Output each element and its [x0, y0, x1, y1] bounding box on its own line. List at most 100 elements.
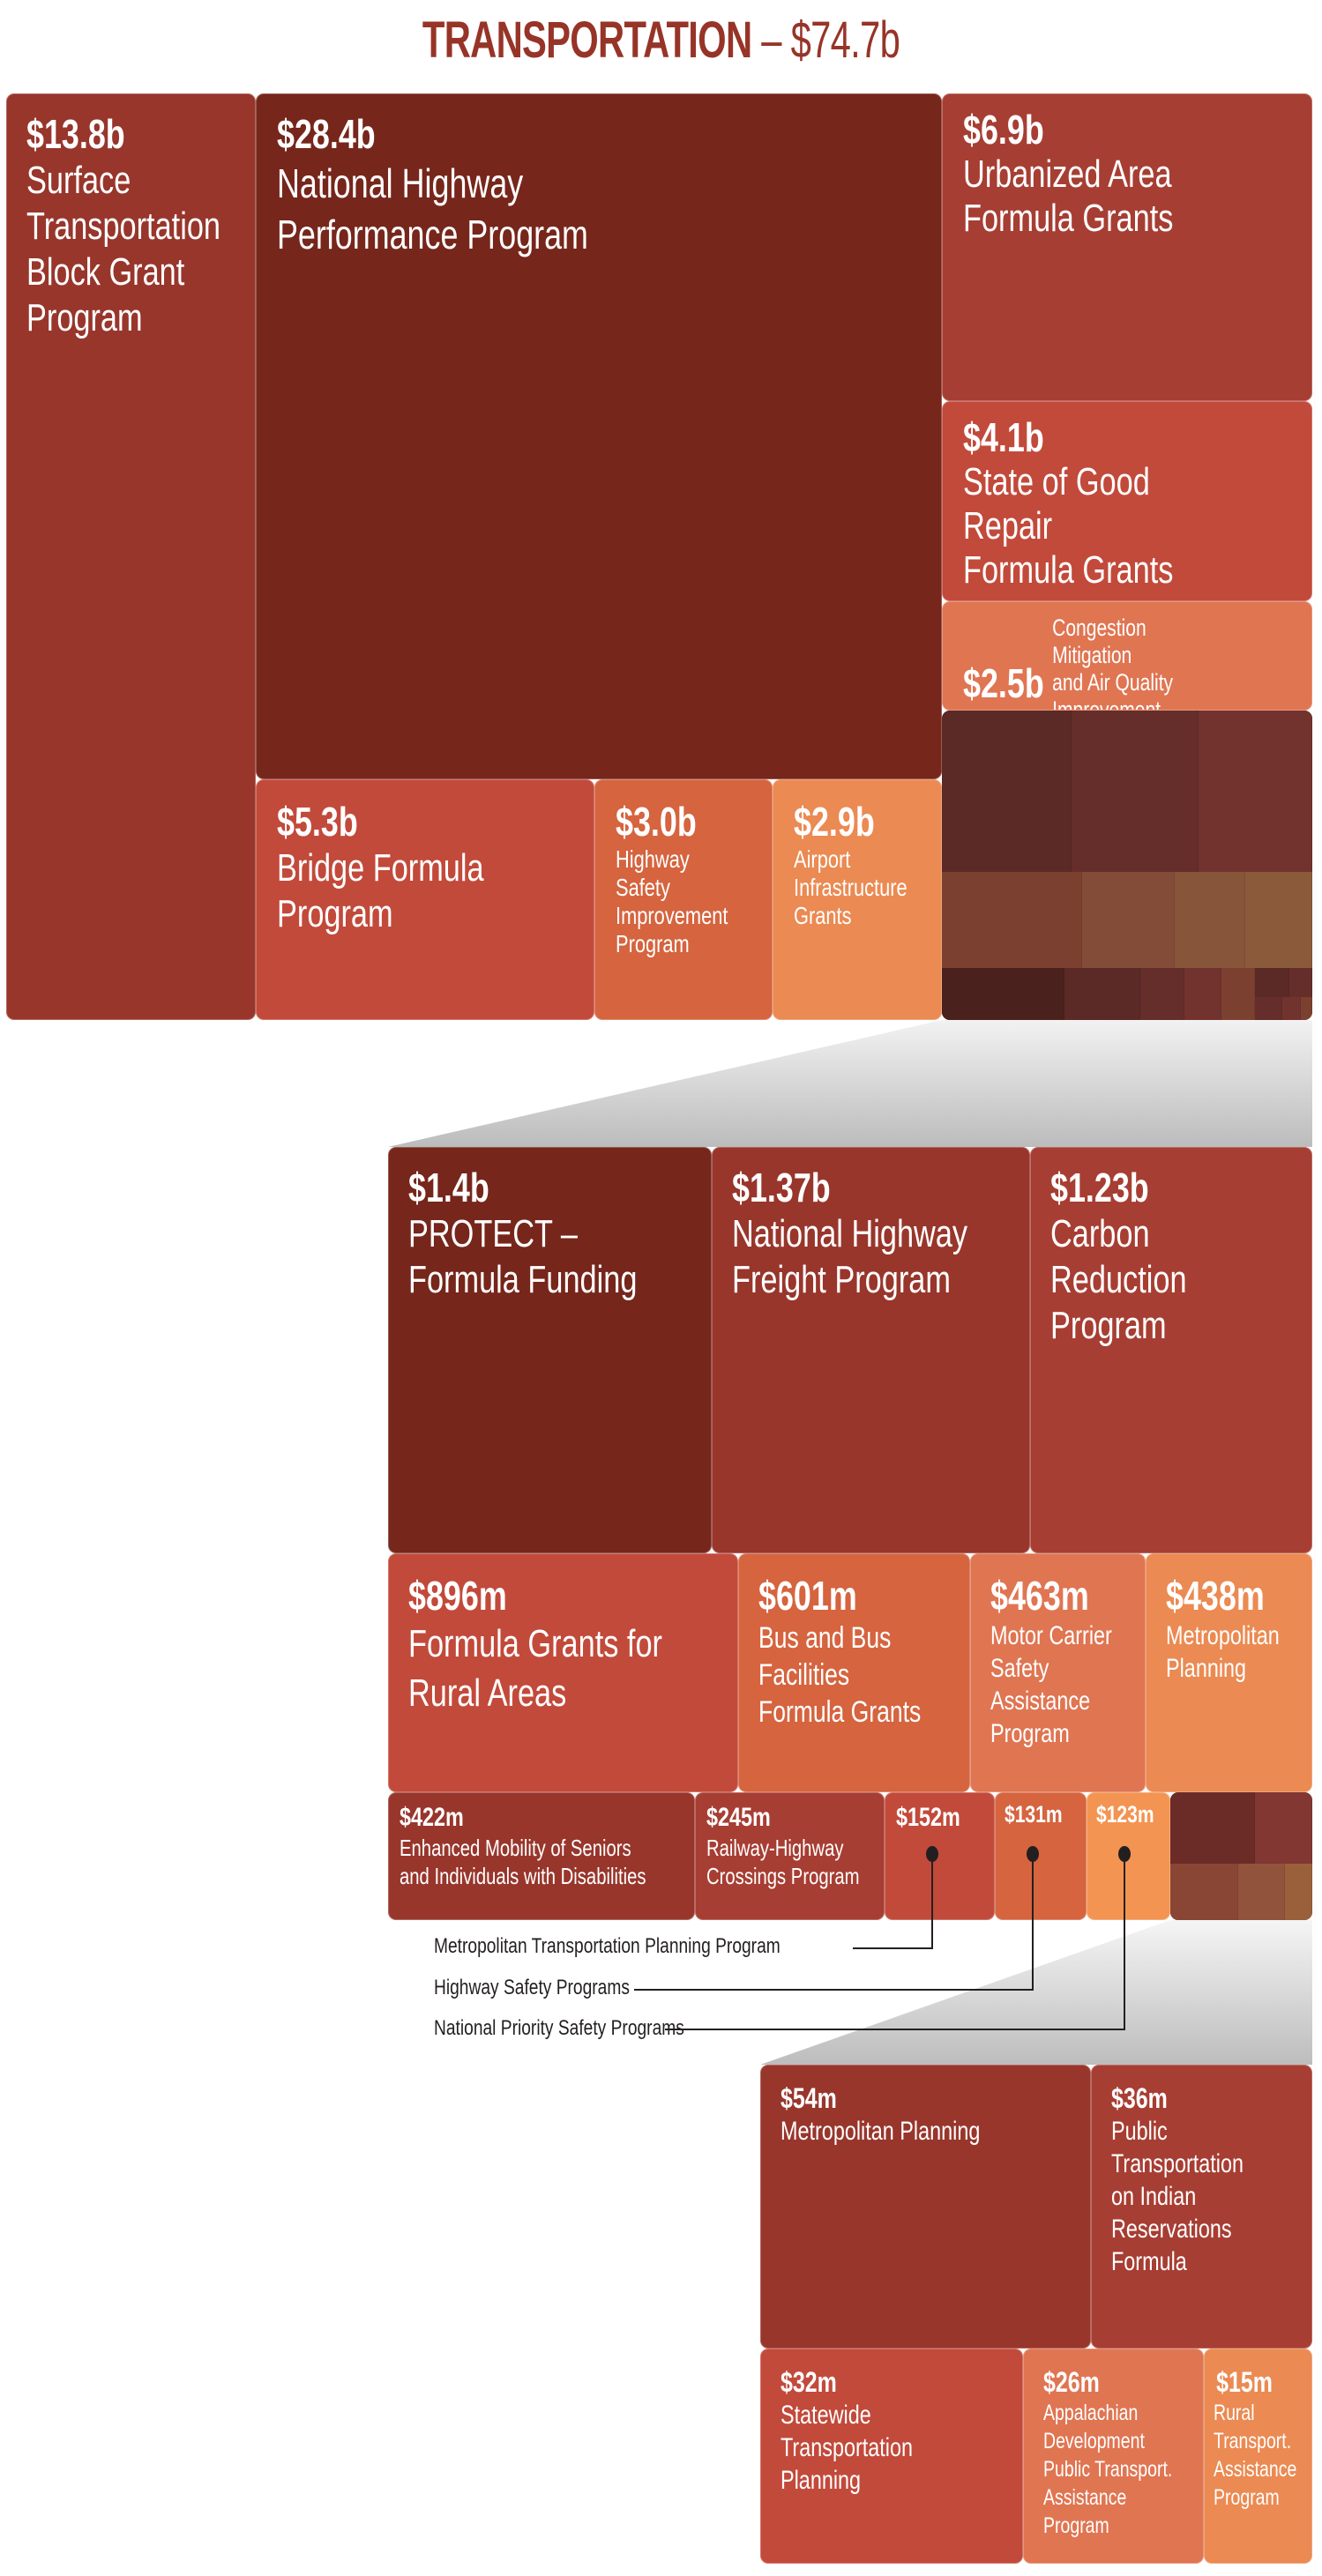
tile-amount: $36m — [1111, 2082, 1168, 2114]
tile-amount: $4.1b — [963, 414, 1044, 460]
tile-label: Bridge Formula Program — [277, 846, 484, 935]
tile-amount: $54m — [781, 2082, 837, 2114]
mini-cell — [1184, 968, 1221, 1020]
mini-cell — [1170, 1792, 1255, 1864]
mini-cell — [1221, 968, 1255, 1020]
mini-cell — [1282, 997, 1301, 1020]
tile-label: Bus and Bus Facilities Formula Grants — [758, 1621, 922, 1729]
tile-state-of-good-repair[interactable]: $4.1b State of Good Repair Formula Grant… — [942, 401, 1312, 601]
tile-amount: $28.4b — [277, 111, 376, 157]
callout-line-mtpp-horizontal — [853, 1947, 933, 1949]
mini-cell — [1255, 997, 1282, 1020]
tile-appalachian-development[interactable]: $26m Appalachian Development Public Tran… — [1023, 2349, 1204, 2564]
tile-highway-safety-programs-131m[interactable]: $131m — [995, 1792, 1087, 1920]
tile-amount: $1.4b — [408, 1165, 489, 1210]
tile-label: Airport Infrastructure Grants — [794, 845, 907, 929]
tile-label: Railway-Highway Crossings Program — [706, 1835, 860, 1889]
tile-label: National Highway Performance Program — [277, 160, 588, 257]
callout-dot-hsp — [1027, 1846, 1039, 1862]
tile-label: Statewide Transportation Planning — [781, 2401, 914, 2495]
tile-amount: $5.3b — [277, 799, 358, 845]
tile-amount: $6.9b — [963, 107, 1044, 153]
tile-railway-highway-crossings[interactable]: $245m Railway-Highway Crossings Program — [695, 1792, 885, 1920]
tile-amount: $463m — [990, 1573, 1089, 1619]
tile-bus-facilities-formula-grants[interactable]: $601m Bus and Bus Facilities Formula Gra… — [738, 1553, 970, 1792]
tile-amount: $3.0b — [616, 799, 697, 845]
tile-metro-transportation-planning-152m[interactable]: $152m — [885, 1792, 995, 1920]
tile-urbanized-area-formula-grants[interactable]: $6.9b Urbanized Area Formula Grants — [942, 93, 1312, 401]
tile-amount: $2.5b — [963, 659, 1044, 706]
callout-line-npsp-vertical — [1124, 1855, 1125, 2030]
tile-highway-safety-improvement[interactable]: $3.0b Highway Safety Improvement Program — [594, 779, 773, 1020]
callout-label-npsp: National Priority Safety Programs — [434, 2016, 684, 2040]
tile-motor-carrier-safety[interactable]: $463m Motor Carrier Safety Assistance Pr… — [970, 1553, 1146, 1792]
mini-cell — [942, 968, 1064, 1020]
mini-cell — [1199, 711, 1312, 872]
mini-cell — [1082, 872, 1175, 968]
tile-amount: $131m — [1005, 1801, 1063, 1828]
tile-amount: $123m — [1096, 1801, 1154, 1828]
mini-cell — [1245, 872, 1312, 968]
mini-cell — [1072, 711, 1199, 872]
tile-amount: $26m — [1043, 2366, 1100, 2398]
tile-protect-formula-funding[interactable]: $1.4b PROTECT – Formula Funding — [388, 1147, 712, 1553]
callout-label-mtpp: Metropolitan Transportation Planning Pro… — [434, 1934, 781, 1958]
mini-cell — [1064, 968, 1140, 1020]
tile-label: PROTECT – Formula Funding — [408, 1212, 638, 1301]
mini-cell — [1255, 1792, 1312, 1864]
tile-metropolitan-planning-438m[interactable]: $438m Metropolitan Planning — [1146, 1553, 1312, 1792]
tile-amount: $245m — [706, 1803, 771, 1832]
mini-cell — [1285, 1864, 1312, 1920]
callout-line-npsp-horizontal — [665, 2029, 1125, 2030]
callout-line-hsp-vertical — [1032, 1855, 1034, 1991]
tile-amount: $15m — [1216, 2366, 1273, 2398]
tile-label: Formula Grants for Rural Areas — [408, 1622, 662, 1715]
tile-metropolitan-planning-54m[interactable]: $54m Metropolitan Planning — [760, 2065, 1091, 2349]
mini-treemap-remaining-programs-level2[interactable] — [1170, 1792, 1312, 1920]
tile-cmaq[interactable]: $2.5b Congestion Mitigation and Air Qual… — [942, 601, 1312, 711]
mini-cell — [942, 711, 1072, 872]
tile-label: State of Good Repair Formula Grants — [963, 460, 1174, 592]
tile-national-highway-performance[interactable]: $28.4b National Highway Performance Prog… — [256, 93, 942, 779]
callout-dot-npsp — [1118, 1846, 1131, 1862]
chart-title-main: TRANSPORTATION — [422, 11, 752, 69]
tile-label: Urbanized Area Formula Grants — [963, 153, 1174, 240]
tile-label: Congestion Mitigation and Air Quality Im… — [1052, 614, 1174, 711]
tile-label: Rural Transport. Assistance Program — [1214, 2401, 1297, 2510]
tile-carbon-reduction[interactable]: $1.23b Carbon Reduction Program — [1030, 1147, 1312, 1553]
tile-surface-transportation-block-grant[interactable]: $13.8b Surface Transportation Block Gran… — [6, 93, 256, 1020]
tile-label: Surface Transportation Block Grant Progr… — [26, 159, 221, 339]
tile-label: Motor Carrier Safety Assistance Program — [990, 1621, 1112, 1748]
tile-label: Highway Safety Improvement Program — [616, 845, 728, 957]
mini-cell — [1175, 872, 1245, 968]
tile-amount: $1.37b — [732, 1165, 831, 1210]
tile-amount: $13.8b — [26, 111, 125, 157]
chart-title-total: – $74.7b — [751, 11, 900, 69]
tile-national-highway-freight[interactable]: $1.37b National Highway Freight Program — [712, 1147, 1030, 1553]
tile-label: Metropolitan Planning — [781, 2117, 981, 2146]
tile-amount: $1.23b — [1050, 1165, 1149, 1210]
tile-amount: $152m — [896, 1803, 960, 1832]
mini-cell — [1238, 1864, 1285, 1920]
tile-label: Appalachian Development Public Transport… — [1043, 2401, 1173, 2538]
tile-statewide-transportation-planning[interactable]: $32m Statewide Transportation Planning — [760, 2349, 1023, 2564]
tile-amount: $896m — [408, 1573, 507, 1619]
tile-label: National Highway Freight Program — [732, 1212, 968, 1301]
tile-airport-infrastructure-grants[interactable]: $2.9b Airport Infrastructure Grants — [773, 779, 942, 1020]
tile-formula-grants-rural-areas[interactable]: $896m Formula Grants for Rural Areas — [388, 1553, 738, 1792]
tile-public-transportation-indian-reservations[interactable]: $36m Public Transportation on Indian Res… — [1091, 2065, 1312, 2349]
tile-amount: $422m — [400, 1803, 464, 1832]
chart-title: TRANSPORTATION – $74.7b — [185, 11, 1137, 70]
tile-enhanced-mobility-seniors[interactable]: $422m Enhanced Mobility of Seniors and I… — [388, 1792, 695, 1920]
callout-line-hsp-horizontal — [634, 1989, 1034, 1991]
mini-cell — [1289, 968, 1312, 997]
callout-line-mtpp-vertical — [931, 1855, 933, 1949]
mini-treemap-remaining-programs[interactable] — [942, 711, 1312, 1020]
tile-bridge-formula-program[interactable]: $5.3b Bridge Formula Program — [256, 779, 594, 1020]
tile-rural-transport-assistance[interactable]: $15m Rural Transport. Assistance Program — [1204, 2349, 1312, 2564]
tile-label: Enhanced Mobility of Seniors and Individ… — [400, 1835, 646, 1889]
tile-label: Metropolitan Planning — [1166, 1621, 1280, 1683]
tile-amount: $601m — [758, 1573, 857, 1619]
callout-dot-mtpp — [926, 1846, 938, 1862]
tile-amount: $32m — [781, 2366, 837, 2398]
